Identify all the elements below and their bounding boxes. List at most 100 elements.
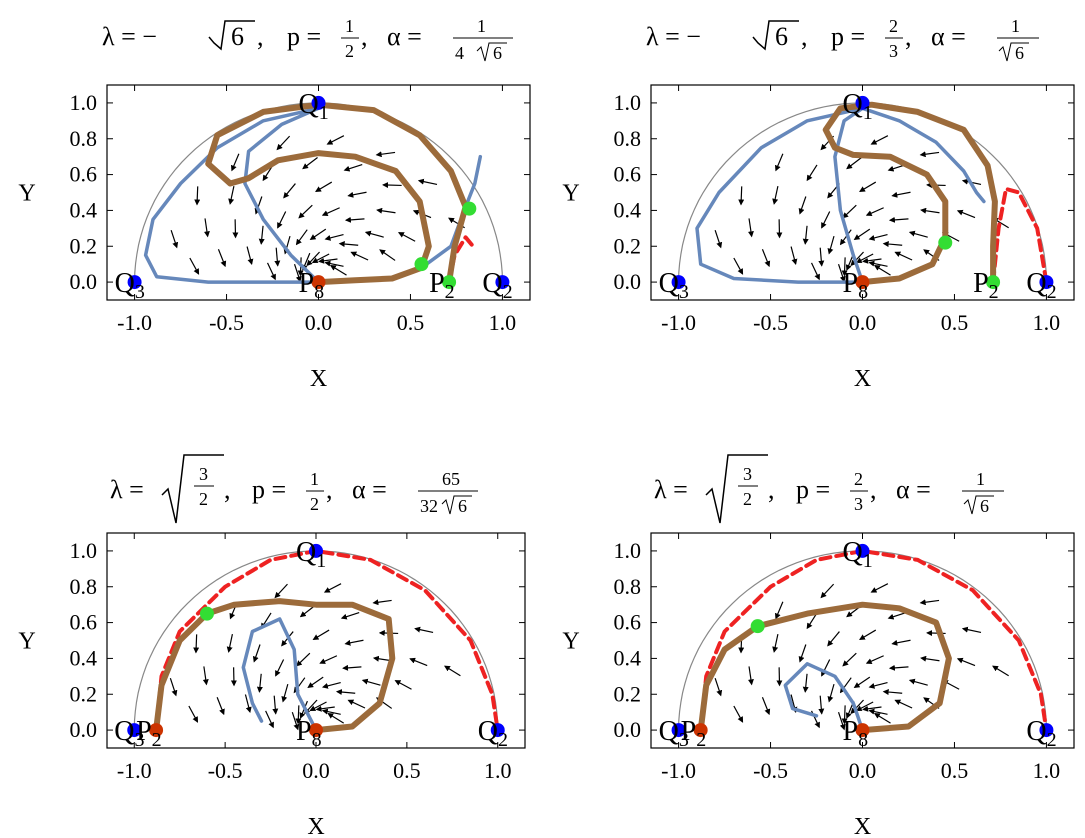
stream-arrow bbox=[827, 683, 835, 703]
fixed-point-label: P8 bbox=[843, 268, 869, 303]
stream-arrow bbox=[841, 705, 848, 725]
stream-arrow bbox=[318, 257, 338, 264]
title-comma: , bbox=[768, 475, 775, 504]
stream-arrow bbox=[319, 655, 338, 664]
fixed-point-marker bbox=[495, 275, 510, 290]
stream-arrow bbox=[761, 697, 771, 716]
stream-arrow bbox=[266, 262, 276, 281]
stream-arrow bbox=[870, 583, 889, 593]
x-tick-label: -0.5 bbox=[209, 310, 244, 335]
stream-arrow bbox=[202, 666, 209, 686]
stream-arrow bbox=[873, 712, 891, 724]
x-tick-label: 0.5 bbox=[397, 310, 425, 335]
x-tick-label: -1.0 bbox=[117, 310, 152, 335]
stream-arrow bbox=[409, 657, 428, 667]
fixed-point-marker bbox=[671, 275, 686, 290]
title-alpha-den-root: 6 bbox=[493, 43, 502, 63]
y-axis-label: Y bbox=[562, 629, 579, 655]
stream-arrow bbox=[891, 639, 911, 646]
stream-arrow bbox=[327, 712, 345, 724]
stream-arrow bbox=[281, 683, 289, 703]
title-p-num: 1 bbox=[310, 469, 319, 489]
stream-arrow bbox=[846, 156, 862, 170]
stream-arrow bbox=[821, 659, 831, 677]
fixed-point-marker bbox=[750, 619, 765, 634]
stream-arrow bbox=[376, 207, 396, 214]
axis-ticks: -1.0 -0.5 0.0 0.5 1.0 0.0 0.2 0.4 0.6 0.8 1.0 bbox=[614, 85, 1074, 335]
y-axis-label: Y bbox=[18, 629, 35, 655]
fixed-point-label: Q2 bbox=[482, 268, 512, 303]
stream-arrow bbox=[887, 612, 907, 620]
title-alpha: α = bbox=[387, 22, 422, 51]
panel-4: λ = 3 2, p = 2 3, α = 1 6 -1.0 -0.5 0.0 0.5 1.0 0.0 0.2… bbox=[562, 454, 1075, 838]
fixed-point-marker bbox=[855, 723, 870, 738]
x-tick-label: -1.0 bbox=[661, 758, 696, 783]
title-p-den: 3 bbox=[854, 494, 863, 514]
fixed-point-marker bbox=[414, 257, 429, 272]
stream-arrow bbox=[311, 253, 330, 263]
axis-ticks: -1.0 -0.5 0.0 0.5 1.0 0.0 0.2 0.4 0.6 0.8 1.0 bbox=[614, 533, 1074, 783]
stream-arrow bbox=[274, 583, 288, 599]
stream-arrow bbox=[335, 689, 356, 696]
stream-arrow bbox=[375, 151, 396, 158]
title-p: p = bbox=[287, 22, 321, 51]
radical-sign bbox=[161, 454, 224, 524]
fixed-point-marker bbox=[938, 235, 953, 250]
stream-arrow bbox=[865, 207, 884, 216]
stream-arrow bbox=[761, 249, 771, 268]
title-alpha: α = bbox=[352, 475, 387, 504]
y-tick-label: 0.4 bbox=[614, 645, 642, 670]
title-p: p = bbox=[796, 475, 830, 504]
stream-arrow bbox=[340, 612, 360, 620]
fixed-point-marker bbox=[1039, 723, 1054, 738]
fixed-point-label: Q3 bbox=[659, 268, 689, 303]
y-tick-label: 0.4 bbox=[70, 197, 98, 222]
stream-arrow bbox=[350, 251, 369, 261]
title-root-num: 3 bbox=[199, 464, 208, 484]
fixed-point-label: P8 bbox=[299, 268, 325, 303]
unit-circle bbox=[133, 550, 499, 731]
x-tick-label: -0.5 bbox=[208, 758, 243, 783]
title-comma: , bbox=[361, 22, 368, 51]
fixed-point-label: Q2 bbox=[1026, 268, 1056, 303]
y-tick-label: 0.2 bbox=[70, 681, 98, 706]
stream-arrow bbox=[256, 673, 263, 693]
x-tick-label: 0.5 bbox=[941, 310, 969, 335]
stream-arrow bbox=[291, 711, 300, 731]
title-alpha-num: 1 bbox=[976, 469, 985, 489]
axis-ticks: -1.0 -0.5 0.0 0.5 1.0 0.0 0.2 0.4 0.6 0.8 1.0 bbox=[70, 533, 525, 783]
stream-arrow bbox=[810, 262, 820, 281]
fixed-point-label: Q1 bbox=[299, 89, 329, 124]
stream-arrow bbox=[853, 676, 871, 689]
title-p-den: 3 bbox=[889, 41, 898, 61]
stream-arrow bbox=[868, 708, 888, 715]
fixed-point-marker bbox=[309, 543, 323, 558]
stream-arrow bbox=[347, 191, 367, 198]
stream-arrow bbox=[275, 659, 285, 677]
fixed-point-label: Q2 bbox=[1026, 716, 1056, 751]
y-tick-label: 1.0 bbox=[70, 90, 98, 115]
stream-arrow bbox=[714, 677, 723, 697]
stream-arrow bbox=[733, 257, 744, 275]
x-tick-label: 0.5 bbox=[393, 758, 421, 783]
title-comma: , bbox=[257, 22, 264, 51]
stream-arrow bbox=[296, 652, 311, 667]
title-lambda: λ = bbox=[110, 475, 144, 504]
stream-arrow bbox=[342, 664, 362, 671]
stream-arrow bbox=[315, 181, 333, 192]
x-tick-label: 1.0 bbox=[489, 310, 517, 335]
y-tick-label: 0.6 bbox=[70, 610, 98, 635]
fixed-point-label: Q2 bbox=[478, 716, 508, 751]
y-tick-label: 0.8 bbox=[70, 126, 98, 151]
stream-arrow bbox=[862, 257, 882, 264]
fixed-point-marker bbox=[311, 95, 326, 110]
stream-arrow bbox=[265, 710, 274, 729]
title-comma: , bbox=[870, 475, 877, 504]
blue-trajectory bbox=[695, 106, 865, 284]
radical-sign bbox=[998, 42, 1029, 62]
stream-arrow bbox=[802, 673, 809, 693]
stream-arrows bbox=[169, 583, 461, 731]
stream-arrow bbox=[324, 260, 344, 267]
fixed-point-marker bbox=[442, 275, 457, 290]
